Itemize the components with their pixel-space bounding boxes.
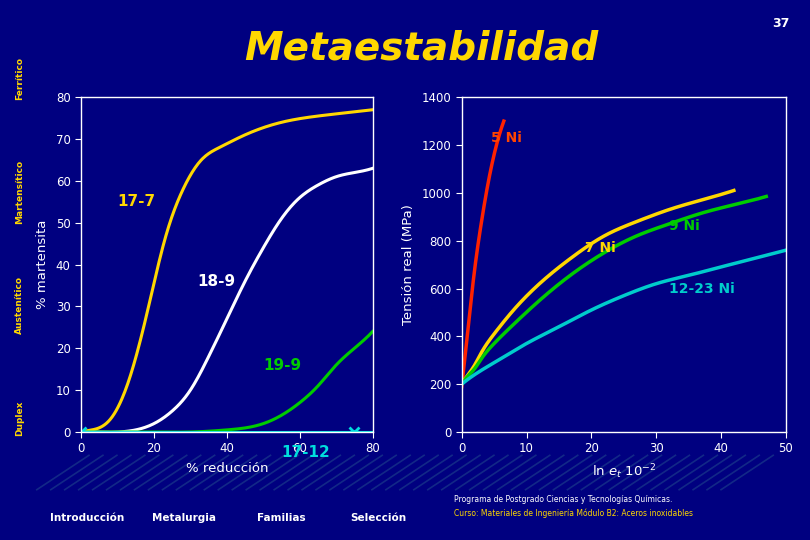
Text: Familias: Familias xyxy=(257,514,306,523)
Y-axis label: % martensita: % martensita xyxy=(36,220,49,309)
Text: 5 Ni: 5 Ni xyxy=(491,131,522,145)
Text: Metalurgia: Metalurgia xyxy=(152,514,216,523)
Text: Metaestabilidad: Metaestabilidad xyxy=(244,30,599,68)
Text: 7 Ni: 7 Ni xyxy=(585,241,616,255)
Text: 12-23 Ni: 12-23 Ni xyxy=(669,281,735,295)
Text: 17-7: 17-7 xyxy=(117,194,156,210)
Text: Programa de Postgrado Ciencias y Tecnologías Químicas.: Programa de Postgrado Ciencias y Tecnolo… xyxy=(454,495,672,504)
Y-axis label: Tensión real (MPa): Tensión real (MPa) xyxy=(402,204,415,325)
Text: 37: 37 xyxy=(773,17,790,30)
Text: Curso: Materiales de Ingeniería Módulo B2: Aceros inoxidables: Curso: Materiales de Ingeniería Módulo B… xyxy=(454,508,693,518)
Text: 18-9: 18-9 xyxy=(198,274,236,289)
Text: 19-9: 19-9 xyxy=(263,357,301,373)
Text: 17-12: 17-12 xyxy=(282,446,330,461)
Text: 9 Ni: 9 Ni xyxy=(669,219,700,233)
Text: Martensítico: Martensítico xyxy=(15,160,24,224)
X-axis label: ln $e_t$ $10^{-2}$: ln $e_t$ $10^{-2}$ xyxy=(591,462,656,481)
Text: Introducción: Introducción xyxy=(50,514,124,523)
Text: Duplex: Duplex xyxy=(15,401,24,436)
Text: Selección: Selección xyxy=(351,514,407,523)
Text: Ferrítico: Ferrítico xyxy=(15,57,24,100)
X-axis label: % reducción: % reducción xyxy=(185,462,268,475)
Text: Austenítico: Austenítico xyxy=(15,276,24,334)
